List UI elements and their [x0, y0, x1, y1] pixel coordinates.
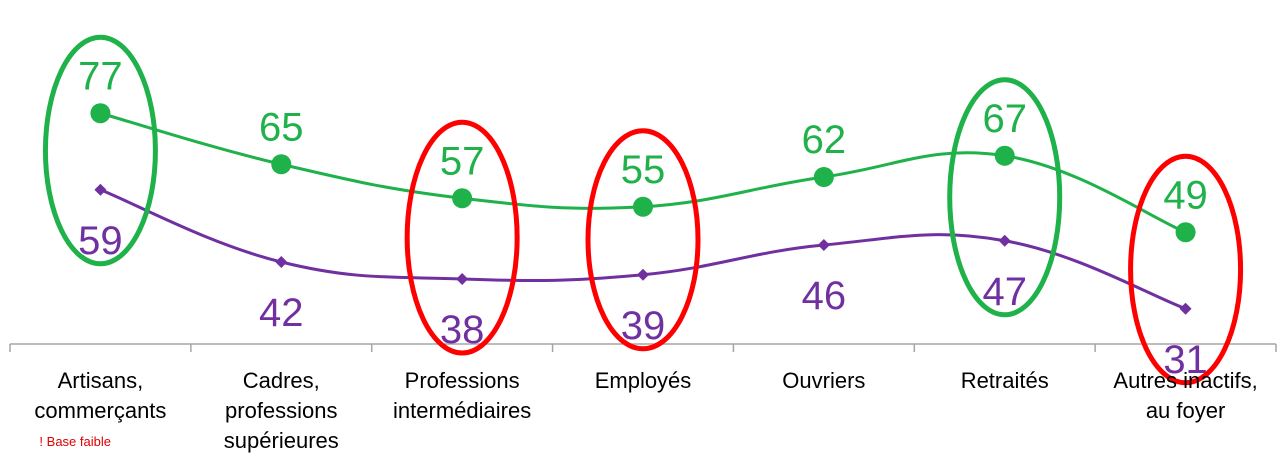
category-label: Artisans, commerçants — [34, 368, 166, 423]
category-label: Retraités — [961, 368, 1049, 393]
series-2-point — [94, 183, 107, 196]
x-axis — [9, 343, 1277, 352]
series-2-data-label: 39 — [621, 304, 666, 348]
series-2-data-label: 46 — [802, 274, 847, 318]
series-2-data-label: 47 — [982, 270, 1027, 314]
series-2-data-label: 31 — [1163, 338, 1208, 382]
highlight-ellipse — [947, 77, 1063, 318]
highlight-ellipse — [585, 128, 701, 352]
highlight-ellipse — [1128, 153, 1244, 386]
category-labels: Artisans, commerçants Cadres, professions su… — [34, 368, 1257, 453]
series-1-point — [633, 196, 653, 217]
highlight-ellipse — [404, 119, 520, 356]
low-base-note: ! Base faible — [39, 434, 111, 449]
series-1-point — [813, 167, 834, 187]
series-2-data-label: 59 — [78, 219, 123, 263]
highlight-ellipse — [42, 34, 158, 267]
category-label: Cadres, professions supérieures — [224, 368, 339, 453]
series-1-point — [994, 145, 1015, 166]
highlight-ellipses — [42, 34, 1244, 386]
series-1-data-label: 77 — [78, 54, 123, 98]
series-1-data-label: 62 — [802, 118, 847, 162]
series-1-data-label: 67 — [982, 97, 1027, 141]
series-1-point — [452, 188, 473, 209]
series-1-data-label: 57 — [440, 139, 485, 183]
series-2-data-label: 42 — [259, 291, 304, 335]
category-label: Employés — [595, 368, 692, 393]
series-2-point — [637, 268, 649, 281]
category-label: Autres inactifs, au foyer — [1113, 368, 1257, 423]
series-1-data-label: 65 — [259, 105, 304, 149]
series-2-point — [1179, 302, 1192, 315]
series-markers — [90, 103, 1196, 315]
series-1-data-label: 49 — [1163, 173, 1208, 217]
series-1-point — [271, 154, 292, 175]
series-1-point — [1175, 222, 1196, 243]
series-2-point — [275, 256, 288, 268]
category-label: Ouvriers — [782, 368, 865, 393]
series-2-point — [456, 273, 469, 285]
data-labels: 77 65 57 55 62 67 49 59 42 38 39 46 47 31 — [78, 54, 1208, 382]
series-2-point — [998, 234, 1011, 247]
category-label: Professions intermédiaires — [393, 368, 531, 423]
series-1-data-label: 55 — [621, 148, 666, 192]
series-2-point — [817, 239, 830, 251]
series-1-point — [90, 103, 111, 124]
series-2-data-label: 38 — [440, 308, 485, 352]
